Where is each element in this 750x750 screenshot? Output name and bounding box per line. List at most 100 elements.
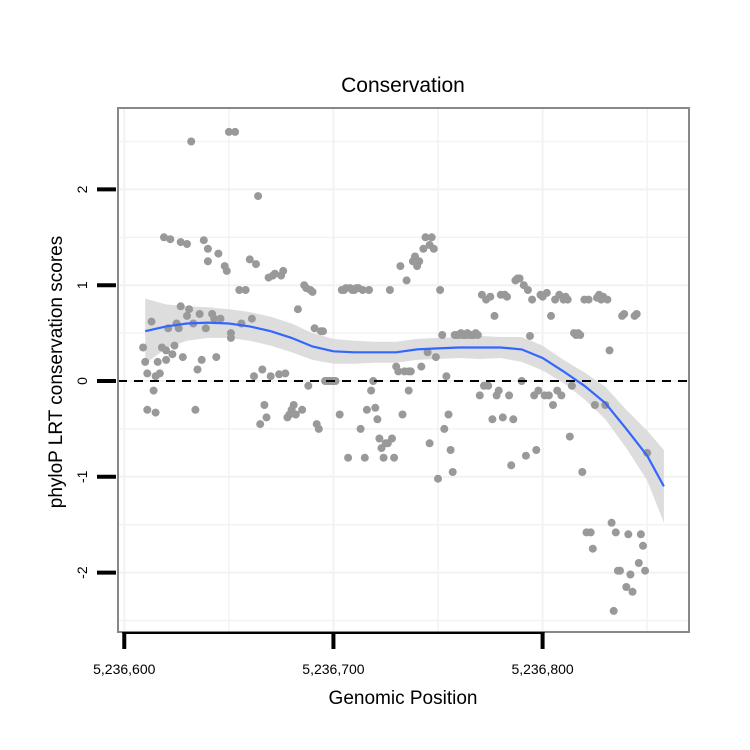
data-point (231, 127, 240, 136)
data-point (396, 262, 405, 271)
data-point (151, 408, 160, 417)
data-point (369, 377, 378, 385)
data-point (385, 286, 394, 294)
data-points (139, 127, 652, 615)
data-point (241, 286, 250, 294)
data-point (434, 474, 442, 483)
data-point (379, 453, 388, 462)
data-point (258, 365, 267, 374)
data-point (578, 468, 587, 476)
data-point (153, 357, 162, 366)
data-point (622, 583, 631, 591)
data-point (634, 559, 643, 567)
data-point (203, 244, 212, 253)
data-point (440, 424, 449, 433)
data-point (281, 369, 290, 378)
data-point (586, 528, 595, 537)
data-point (611, 528, 620, 537)
y-axis: -2 -1 0 1 2 (74, 185, 116, 579)
data-point (260, 401, 269, 409)
data-point (256, 420, 265, 429)
data-point (402, 276, 411, 285)
data-point (187, 137, 196, 146)
data-point (563, 295, 572, 304)
data-point (235, 286, 244, 294)
data-point (490, 311, 499, 320)
data-point (423, 348, 432, 357)
y-tick-label: 2 (74, 185, 90, 193)
data-point (588, 544, 597, 553)
data-point (314, 424, 323, 433)
data-point (626, 570, 635, 579)
data-point (431, 353, 440, 362)
data-point (335, 410, 344, 419)
x-axis: 5,236,600 5,236,700 5,236,800 (93, 632, 574, 677)
data-point (532, 446, 541, 454)
data-point (636, 530, 645, 539)
data-point (507, 461, 516, 470)
data-point (415, 257, 424, 266)
data-point (201, 324, 210, 333)
data-point (195, 310, 204, 318)
y-axis-label: phyloP LRT conservation scores (46, 236, 67, 509)
data-point (375, 434, 384, 443)
data-point (139, 343, 148, 352)
data-point (429, 244, 438, 253)
data-point (436, 286, 445, 294)
data-point (252, 260, 260, 269)
data-point (567, 381, 576, 390)
data-point (356, 424, 365, 433)
data-point (398, 410, 407, 419)
data-point (162, 355, 171, 364)
data-point (216, 314, 225, 323)
data-point (279, 266, 288, 275)
data-point (609, 606, 618, 615)
data-point (270, 269, 279, 278)
data-point (547, 311, 555, 320)
data-point (143, 369, 152, 378)
data-point (308, 287, 317, 296)
data-point (331, 377, 340, 385)
data-point (245, 255, 254, 264)
data-point (438, 331, 447, 339)
data-point (404, 386, 413, 395)
confidence-band (145, 298, 664, 523)
data-point (620, 310, 629, 318)
data-point (473, 331, 482, 339)
data-point (406, 367, 415, 376)
data-point (191, 405, 200, 414)
data-point (394, 367, 403, 376)
data-point (358, 286, 367, 294)
data-point (193, 365, 202, 374)
data-point (247, 314, 256, 323)
data-point (590, 401, 599, 409)
data-point (275, 370, 284, 379)
data-point (141, 357, 150, 366)
data-point (494, 386, 503, 395)
data-point (484, 381, 493, 390)
data-point (360, 453, 369, 462)
data-point (446, 446, 455, 454)
data-point (427, 233, 436, 242)
data-point (534, 386, 543, 395)
y-tick-label: 0 (74, 377, 90, 385)
data-point (607, 518, 616, 527)
data-point (291, 410, 300, 419)
y-tick-label: 1 (74, 281, 90, 289)
data-point (367, 386, 376, 395)
data-point (178, 353, 187, 362)
data-point (222, 266, 231, 275)
data-point (160, 233, 168, 242)
data-point (425, 439, 434, 448)
data-point (371, 403, 380, 412)
data-point (210, 314, 219, 323)
data-point (149, 386, 158, 395)
y-tick-label: -2 (74, 566, 90, 579)
data-point (254, 192, 263, 201)
data-point (526, 332, 534, 340)
data-point (523, 286, 532, 294)
data-point (388, 434, 396, 443)
data-point (515, 274, 524, 283)
data-point (147, 317, 156, 326)
data-point (250, 372, 258, 381)
